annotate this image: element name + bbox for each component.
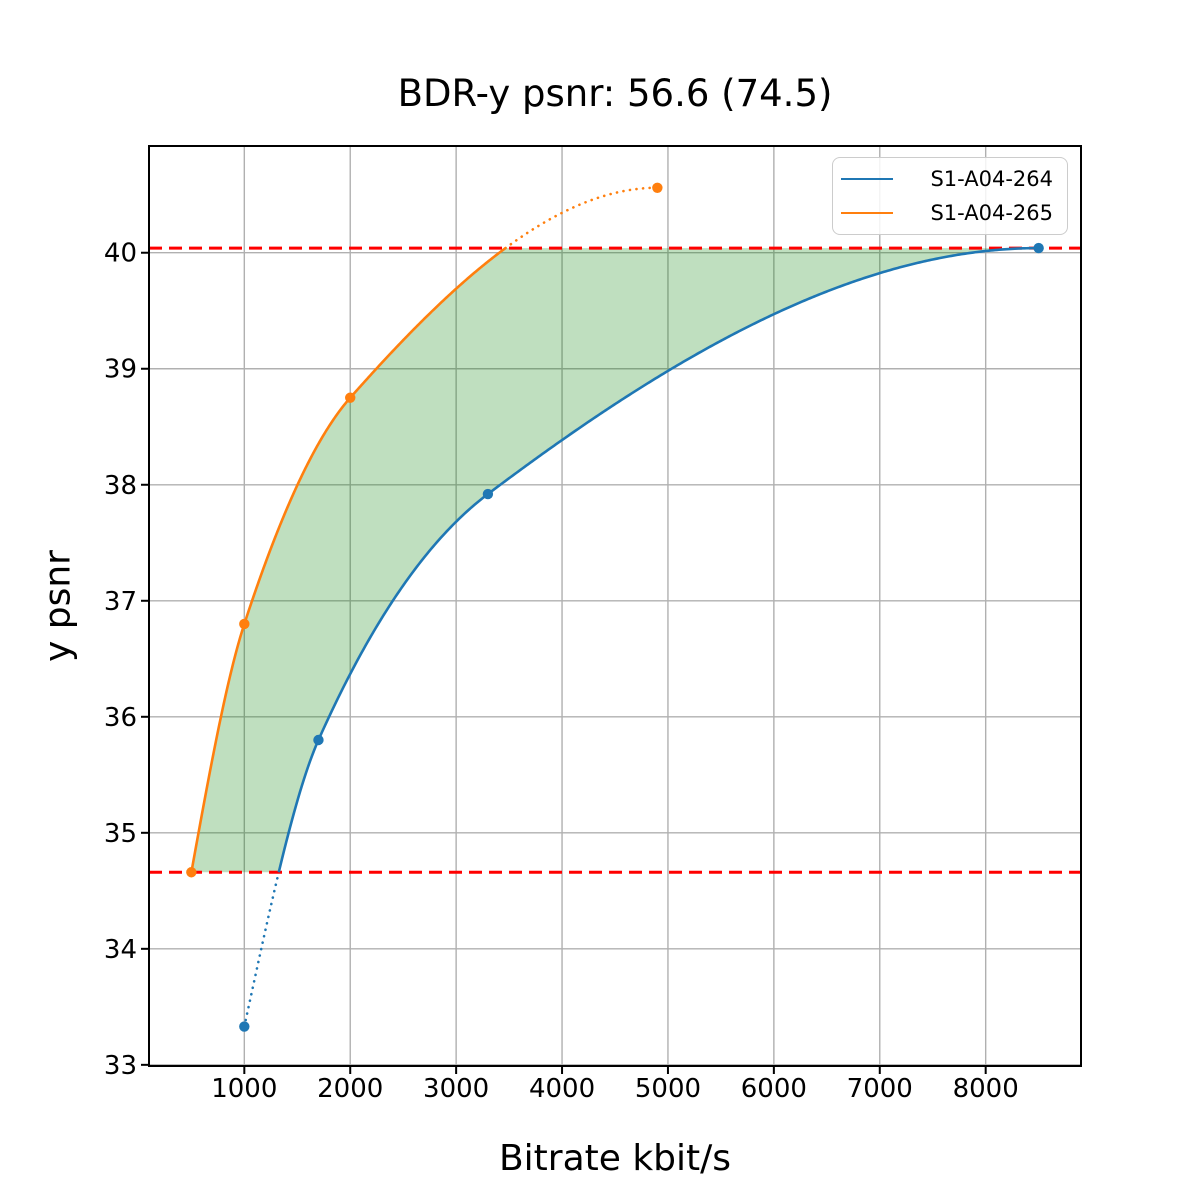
data-point — [482, 488, 494, 500]
x-tick-label: 8000 — [953, 1074, 1019, 1104]
y-tick-label: 39 — [104, 355, 137, 385]
series-curve-dotted-S1-A04-264 — [243, 870, 281, 1028]
bd-shaded-region — [191, 248, 1039, 873]
grid — [149, 146, 1081, 1066]
data-point — [239, 618, 250, 630]
y-tick-label: 37 — [104, 587, 137, 617]
x-axis-label: Bitrate kbit/s — [498, 1138, 732, 1179]
data-point — [239, 1021, 250, 1032]
y-tick-label: 34 — [104, 935, 137, 965]
legend-line-sample — [841, 178, 893, 181]
y-tick-label: 40 — [104, 239, 137, 269]
data-point — [652, 182, 663, 193]
legend-label: S1-A04-264 — [930, 167, 1053, 192]
x-tick-label: 6000 — [741, 1074, 807, 1104]
x-tick-label: 1000 — [211, 1074, 277, 1104]
legend-line-sample — [841, 211, 893, 214]
axes-frame — [148, 145, 1082, 1067]
y-tick-label: 33 — [104, 1051, 137, 1081]
chart-title: BDR-y psnr: 56.6 (74.5) — [397, 72, 833, 115]
series-curve-dotted-S1-A04-265 — [504, 186, 659, 250]
series-markers-S1-A04-265 — [186, 182, 663, 878]
data-point — [345, 392, 356, 403]
legend-item: S1-A04-265 — [833, 201, 1067, 225]
data-point — [186, 867, 197, 878]
y-tick-label: 35 — [104, 819, 137, 849]
x-tick-label: 7000 — [847, 1074, 913, 1104]
x-tick-label: 3000 — [423, 1074, 489, 1104]
series-markers-S1-A04-264 — [239, 242, 1044, 1032]
data-point — [313, 734, 324, 746]
x-tick-label: 5000 — [635, 1074, 701, 1104]
y-tick-label: 36 — [104, 703, 137, 733]
x-tick-label: 2000 — [317, 1074, 383, 1104]
legend: S1-A04-264 S1-A04-265 — [832, 157, 1068, 235]
legend-item: S1-A04-264 — [833, 167, 1067, 191]
data-point — [1033, 242, 1044, 254]
series-curve-solid-S1-A04-264 — [277, 246, 1039, 873]
y-tick-label: 38 — [104, 471, 137, 501]
legend-label: S1-A04-265 — [930, 200, 1053, 225]
tick-marks — [141, 251, 987, 1074]
x-tick-label: 4000 — [529, 1074, 595, 1104]
y-axis-label: y psnr — [37, 550, 79, 662]
